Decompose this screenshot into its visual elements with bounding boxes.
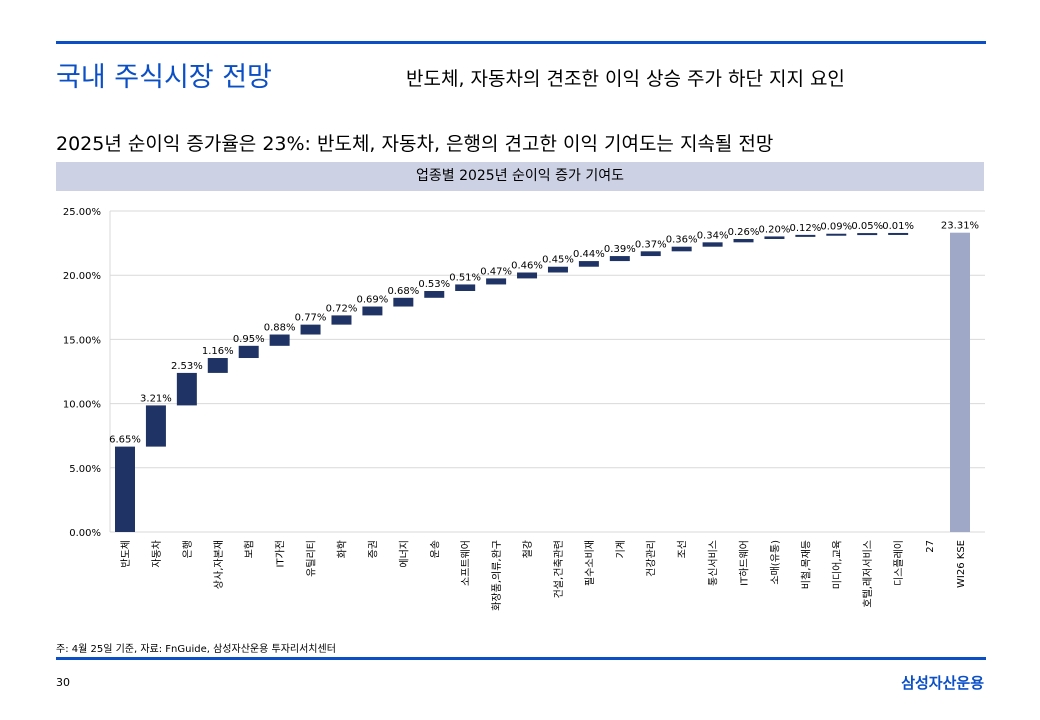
bar bbox=[269, 334, 290, 346]
data-label: 1.16% bbox=[202, 346, 234, 357]
data-label: 0.34% bbox=[697, 230, 729, 241]
source-note: 주: 4월 25일 기준, 자료: FnGuide, 삼성자산운용 투자리서치센… bbox=[56, 644, 336, 655]
x-tick-label: IT하드웨어 bbox=[738, 540, 751, 586]
x-tick-label: 화장품,의류,완구 bbox=[491, 540, 503, 611]
y-tick-label: 0.00% bbox=[69, 528, 101, 539]
bar bbox=[207, 358, 228, 373]
data-label: 0.47% bbox=[480, 266, 512, 277]
data-label: 0.20% bbox=[759, 224, 791, 235]
bar bbox=[486, 278, 507, 285]
x-tick-label: 반도체 bbox=[120, 540, 132, 568]
data-label: 0.37% bbox=[635, 239, 667, 250]
bar bbox=[145, 405, 166, 447]
x-tick-label: 소프트웨어 bbox=[460, 540, 472, 586]
data-label: 0.51% bbox=[449, 272, 481, 283]
y-tick-label: 15.00% bbox=[63, 335, 101, 346]
page-number: 30 bbox=[56, 676, 70, 689]
bar bbox=[547, 266, 568, 273]
page-title: 국내 주식시장 전망 bbox=[56, 62, 272, 93]
bar bbox=[795, 234, 816, 237]
bar bbox=[578, 261, 599, 267]
x-tick-label: 호텔,레저서비스 bbox=[862, 540, 874, 608]
bottom-rule bbox=[56, 657, 986, 660]
data-label: 0.44% bbox=[573, 249, 605, 260]
bar bbox=[950, 232, 970, 533]
data-label: 0.69% bbox=[357, 295, 389, 306]
y-tick-label: 10.00% bbox=[63, 400, 101, 411]
x-tick-label: 디스플레이 bbox=[893, 540, 905, 586]
data-label: 0.88% bbox=[264, 323, 296, 334]
bar bbox=[238, 345, 259, 359]
data-label: 0.39% bbox=[604, 244, 636, 255]
data-label: 0.05% bbox=[851, 221, 883, 232]
bar bbox=[640, 251, 661, 257]
x-tick-label: 에너지 bbox=[398, 540, 410, 568]
chart-title: 업종별 2025년 순이익 증가 기여도 bbox=[56, 162, 984, 191]
x-tick-label: WI26 KSE bbox=[956, 540, 967, 588]
bar bbox=[671, 246, 692, 252]
data-label: 0.01% bbox=[882, 221, 914, 232]
x-tick-label: IT가전 bbox=[275, 540, 287, 567]
bar bbox=[764, 236, 785, 239]
y-tick-label: 25.00% bbox=[63, 207, 101, 218]
bar bbox=[300, 324, 321, 335]
page-subtitle: 반도체, 자동차의 견조한 이익 상승 주가 하단 지지 요인 bbox=[406, 68, 845, 90]
top-rule bbox=[56, 41, 986, 44]
x-tick-label: 보험 bbox=[244, 540, 256, 558]
bar bbox=[331, 315, 352, 325]
bar bbox=[609, 256, 630, 262]
x-tick-label: 필수소비재 bbox=[584, 540, 596, 586]
x-tick-label: 상사,자본재 bbox=[213, 540, 225, 589]
x-tick-label: 운송 bbox=[429, 540, 441, 558]
data-label: 3.21% bbox=[140, 393, 172, 404]
x-tick-label: 비철,목재등 bbox=[800, 540, 812, 589]
bar bbox=[176, 372, 197, 406]
y-tick-label: 5.00% bbox=[69, 464, 101, 475]
bar bbox=[826, 233, 847, 236]
bar bbox=[733, 238, 754, 243]
y-tick-label: 20.00% bbox=[63, 271, 101, 282]
data-label: 2.53% bbox=[171, 361, 203, 372]
x-tick-label: 소매(유통) bbox=[769, 540, 781, 585]
bar bbox=[888, 232, 909, 235]
x-tick-label: 자동차 bbox=[151, 540, 163, 568]
data-label: 6.65% bbox=[109, 435, 141, 446]
x-tick-label: 조선 bbox=[677, 540, 689, 558]
x-tick-label: 유틸리티 bbox=[305, 540, 318, 577]
data-label: 0.68% bbox=[387, 286, 419, 297]
x-tick-label: 건강관리 bbox=[646, 540, 658, 577]
data-label: 0.77% bbox=[295, 313, 327, 324]
x-tick-label: 기계 bbox=[615, 540, 627, 558]
data-label: 0.12% bbox=[789, 223, 821, 234]
data-label: 0.26% bbox=[728, 227, 760, 238]
company-logo: 삼성자산운용 bbox=[901, 674, 984, 692]
bar bbox=[702, 242, 723, 247]
headline: 2025년 순이익 증가율은 23%: 반도체, 자동차, 은행의 견고한 이익… bbox=[56, 133, 774, 155]
bar bbox=[362, 306, 383, 316]
waterfall-chart: 0.00% 5.00% 10.00% 15.00% 20.00% 25.00% 6.65% 반… bbox=[63, 207, 985, 611]
bar bbox=[857, 233, 878, 236]
x-tick-label: 미디어,교육 bbox=[831, 540, 843, 589]
bar bbox=[393, 297, 414, 307]
x-tick-label: 화학 bbox=[336, 540, 348, 558]
data-label: 0.46% bbox=[511, 261, 543, 272]
data-label: 0.36% bbox=[666, 235, 698, 246]
x-tick-label: 건설,건축관련 bbox=[553, 540, 565, 598]
data-label: 0.09% bbox=[820, 222, 852, 233]
bar bbox=[115, 446, 135, 532]
x-tick-label: 철강 bbox=[522, 540, 534, 558]
bar bbox=[424, 290, 445, 298]
data-label: 0.72% bbox=[326, 303, 358, 314]
x-tick-label: 증권 bbox=[367, 540, 379, 558]
data-label: 0.45% bbox=[542, 255, 574, 266]
data-label: 0.53% bbox=[418, 279, 450, 290]
x-tick-label: 27 bbox=[925, 540, 936, 553]
data-label: 23.31% bbox=[941, 221, 979, 232]
bar bbox=[517, 272, 538, 279]
data-label: 0.95% bbox=[233, 334, 265, 345]
x-tick-label: 은행 bbox=[182, 540, 194, 558]
bar bbox=[455, 284, 476, 291]
x-tick-label: 통신서비스 bbox=[708, 540, 720, 586]
